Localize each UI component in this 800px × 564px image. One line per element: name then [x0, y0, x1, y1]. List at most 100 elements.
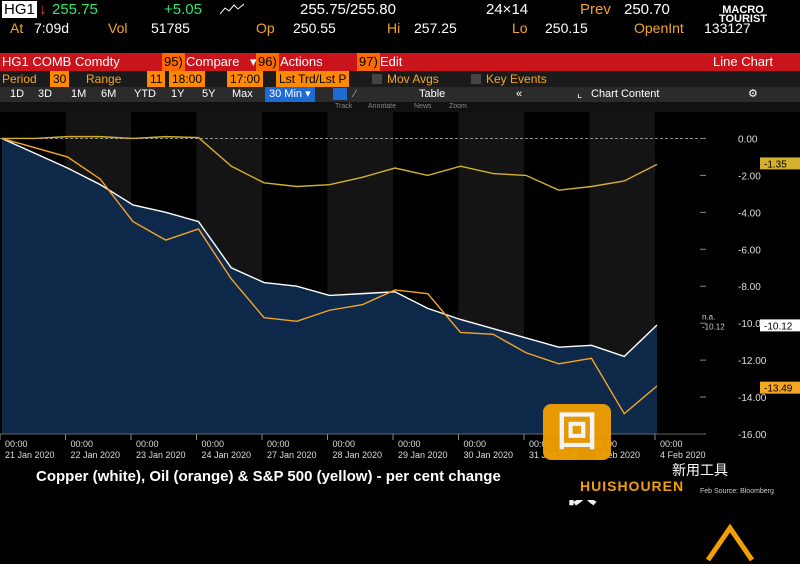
interval-select[interactable]: 30 Min ▾: [265, 87, 315, 102]
x-time-label: 00:00: [136, 439, 159, 449]
edit-num: 97): [357, 53, 380, 71]
table-button[interactable]: Table: [419, 88, 446, 100]
news-tool[interactable]: News: [414, 103, 432, 110]
chart-type-label[interactable]: Line Chart: [713, 54, 773, 69]
open-interest: 133127: [704, 20, 751, 36]
x-date-label: 27 Jan 2020: [267, 450, 317, 460]
x-date-label: 28 Jan 2020: [333, 450, 383, 460]
period-field[interactable]: 30: [50, 71, 70, 87]
actions-button[interactable]: Actions: [280, 54, 323, 69]
security-name[interactable]: HG1 COMB Comdty: [2, 54, 120, 69]
collapse-icon[interactable]: «: [516, 88, 523, 100]
na-value: -10.12: [702, 322, 725, 331]
net-change: +5.05: [164, 1, 202, 18]
quote-line-2: At 7:09d Vol 51785 Op 250.55 Hi 257.25 L…: [0, 19, 800, 37]
chart-icon: ⌞: [577, 88, 583, 100]
end-label-copper: -10.12: [764, 321, 793, 332]
y-tick-label: -6.00: [738, 245, 761, 256]
gear-icon[interactable]: ⚙: [748, 88, 758, 100]
bid-ask-size: 24×14: [486, 1, 529, 18]
down-arrow-icon: ↓: [39, 1, 47, 18]
mov-avgs-checkbox[interactable]: [372, 74, 382, 84]
low-label: Lo: [512, 20, 528, 36]
x-time-label: 00:00: [202, 439, 225, 449]
x-date-label: 30 Jan 2020: [464, 450, 514, 460]
range-label: Range: [86, 72, 122, 86]
range-tab-1m[interactable]: 1M: [71, 88, 87, 100]
time-to-field[interactable]: 17:00: [227, 71, 264, 87]
compare-arrow-icon: ▾: [250, 54, 257, 69]
range-field[interactable]: 11: [147, 71, 166, 87]
y-tick-label: 0.00: [738, 134, 758, 145]
open-interest-label: OpenInt: [634, 20, 684, 36]
range-tab-6m[interactable]: 6M: [101, 88, 117, 100]
options-bar: Period 30 Range 11 18:00 17:00 Lst Trd/L…: [0, 71, 800, 87]
annotate-tool[interactable]: Annotate: [368, 103, 397, 110]
range-tab-1y[interactable]: 1Y: [171, 88, 185, 100]
compare-num: 95): [162, 53, 185, 71]
zoom-tool[interactable]: Zoom: [449, 103, 467, 110]
caption-text: Copper (white), Oil (orange) & S&P 500 (…: [36, 468, 501, 485]
ticker-symbol[interactable]: HG1: [2, 1, 37, 18]
watermark-logo: 回收: [543, 404, 611, 510]
key-events-label: Key Events: [486, 72, 547, 86]
price-chart[interactable]: 0.00 -2.00 -4.00 -6.00 -8.00 -10.00 -12.00 -14.…: [0, 112, 800, 463]
line-chart-icon[interactable]: [333, 88, 347, 100]
x-time-label: 00:00: [5, 439, 28, 449]
draw-icon[interactable]: ⁄: [354, 88, 356, 100]
copper-area: [2, 138, 657, 434]
high-label: Hi: [387, 20, 401, 36]
key-events-checkbox[interactable]: [471, 74, 481, 84]
x-time-label: 00:00: [529, 439, 552, 449]
quote-time: 7:09d: [34, 20, 70, 36]
time-from-field[interactable]: 18:00: [169, 71, 206, 87]
x-time-label: 00:00: [333, 439, 356, 449]
compare-button[interactable]: Compare: [186, 54, 240, 69]
y-axis-panel: [705, 112, 800, 463]
menu-bar: HG1 COMB Comdty 95) Compare ▾ 96) Action…: [0, 53, 800, 71]
x-date-label: 22 Jan 2020: [71, 450, 121, 460]
range-tab-5y[interactable]: 5Y: [202, 88, 216, 100]
logo-line-2: TOURIST: [718, 13, 768, 25]
y-tick-label: -12.00: [738, 356, 767, 367]
chart-content-button[interactable]: Chart Content: [591, 88, 660, 100]
end-label-sp500-box: [760, 157, 800, 170]
copper-line: [1, 137, 658, 358]
x-date-label: 21 Jan 2020: [5, 450, 55, 460]
x-time-label: 00:00: [71, 439, 94, 449]
mov-avgs-label: Mov Avgs: [387, 72, 439, 86]
volume: 51785: [151, 20, 190, 36]
interval-label: 30 Min: [269, 88, 303, 100]
range-tab-ytd[interactable]: YTD: [134, 88, 156, 100]
at-label: At: [10, 20, 24, 36]
x-date-label: 29 Jan 2020: [398, 450, 448, 460]
track-tool[interactable]: Track: [335, 103, 353, 110]
actions-num: 96): [256, 53, 279, 71]
period-label: Period: [2, 72, 37, 86]
end-label-oil: -13.49: [764, 384, 793, 395]
end-label-oil-box: [760, 381, 800, 394]
macro-tourist-logo: MACRO TOURIST: [712, 2, 774, 36]
watermark-cn-text: 新用工具: [672, 462, 728, 478]
range-tab-1d[interactable]: 1D: [10, 88, 25, 100]
source-credit: Feb Source: Bloomberg: [700, 488, 774, 495]
range-tab-3d[interactable]: 3D: [38, 88, 53, 100]
y-tick-label: -10.00: [738, 319, 767, 330]
x-date-label: 4 Feb 2020: [660, 450, 706, 460]
last-trade-select[interactable]: Lst Trd/Lst P: [276, 71, 350, 87]
x-time-label: 00:00: [267, 439, 290, 449]
y-tick-label: -2.00: [738, 171, 761, 182]
bid-ask: 255.75/255.80: [300, 1, 396, 18]
end-label-copper-box: [760, 319, 800, 332]
sp500-line: [2, 135, 658, 191]
y-tick-label: -4.00: [738, 208, 761, 219]
range-tab-max[interactable]: Max: [232, 88, 253, 100]
open-label: Op: [256, 20, 275, 36]
edit-button[interactable]: Edit: [380, 54, 403, 69]
vol-label: Vol: [108, 20, 128, 36]
x-time-label: 00:00: [464, 439, 487, 449]
prev-label: Prev: [580, 1, 611, 18]
y-tick-label: -16.00: [738, 430, 767, 441]
x-date-label: 24 Jan 2020: [202, 450, 252, 460]
prev-close: 250.70: [624, 1, 670, 18]
